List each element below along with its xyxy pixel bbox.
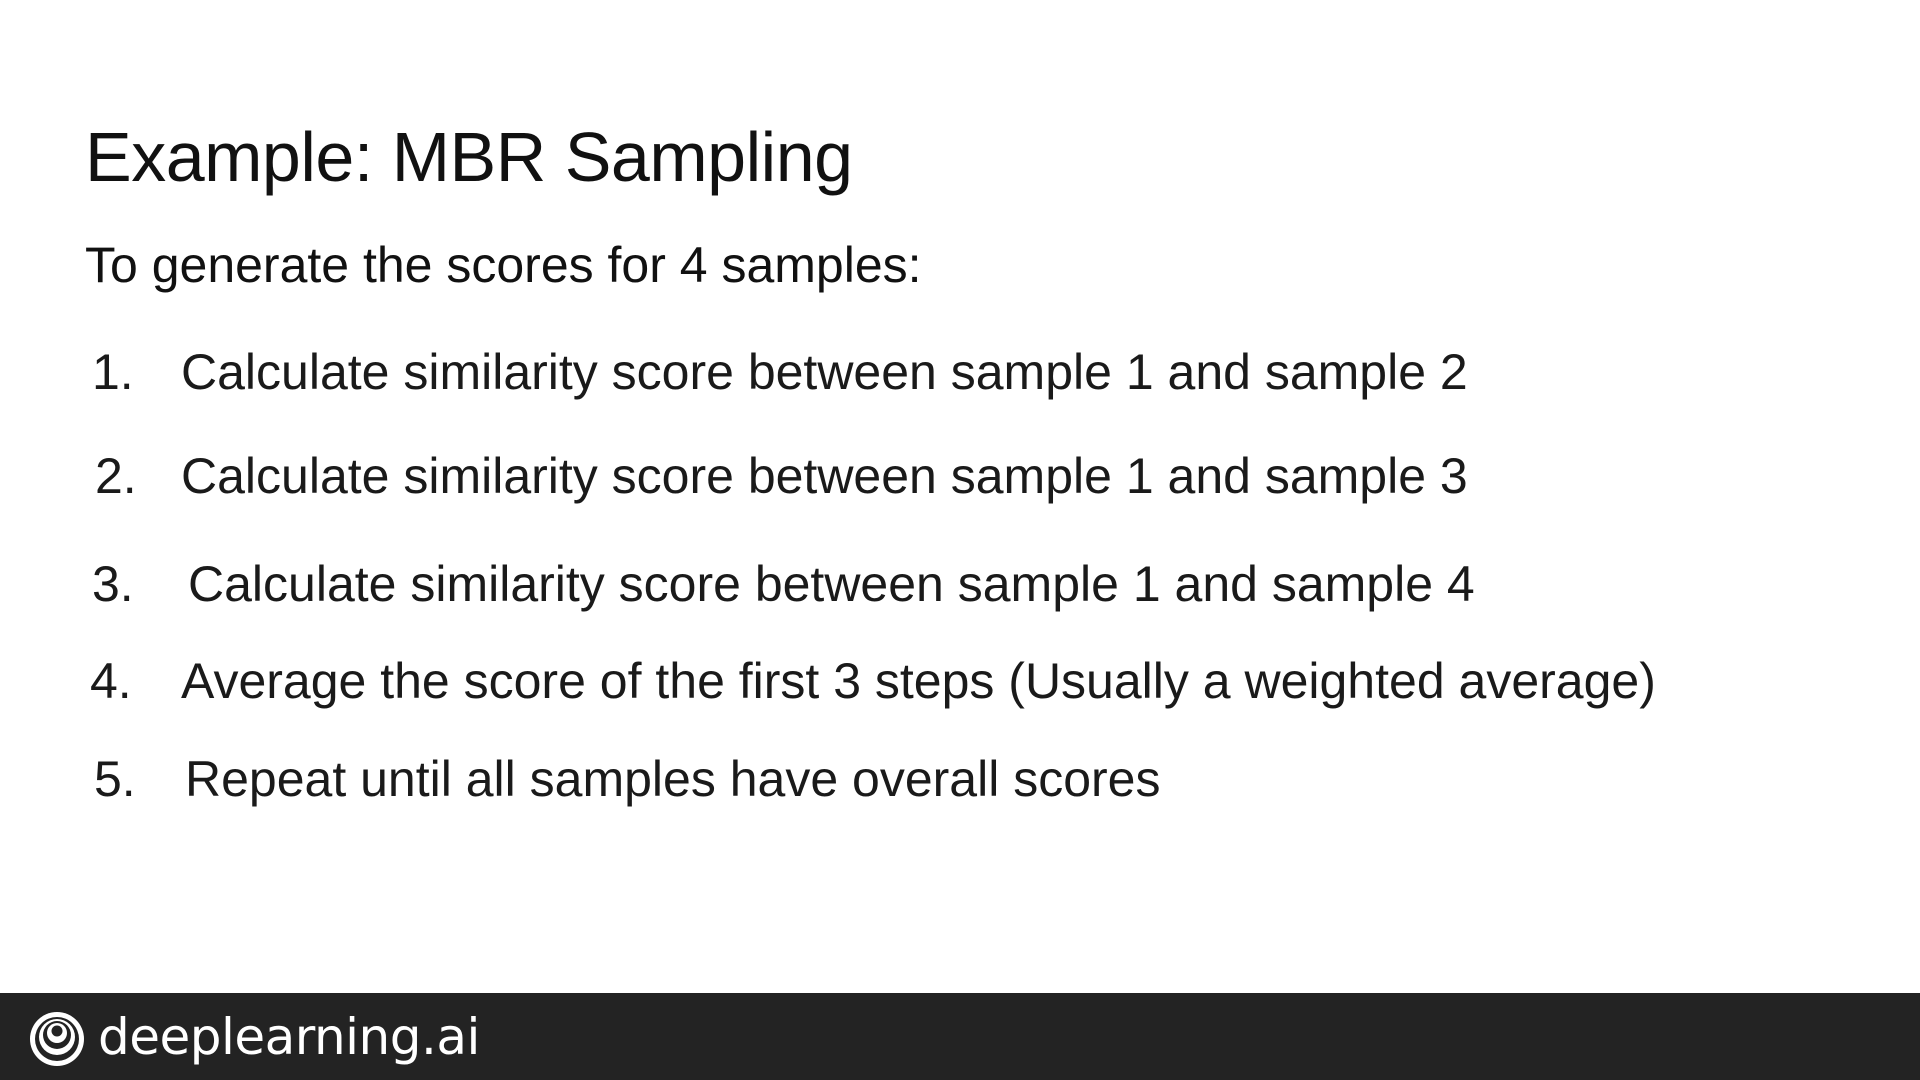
brand-name: deeplearning.ai xyxy=(98,1008,480,1066)
step-text: Calculate similarity score between sampl… xyxy=(188,556,1475,612)
slide-content: Example: MBR Sampling To generate the sc… xyxy=(85,118,1656,807)
step-text: Calculate similarity score between sampl… xyxy=(181,344,1468,400)
step-number: 1. xyxy=(92,344,134,400)
step-text: Calculate similarity score between sampl… xyxy=(181,448,1468,504)
slide-title: Example: MBR Sampling xyxy=(85,118,853,196)
step-number: 3. xyxy=(92,556,134,612)
step-text: Repeat until all samples have overall sc… xyxy=(185,751,1161,807)
step-number: 2. xyxy=(95,448,137,504)
step-number: 4. xyxy=(90,653,132,709)
brand-footer: deeplearning.ai xyxy=(0,993,1920,1080)
step-number: 5. xyxy=(94,751,136,807)
slide-intro: To generate the scores for 4 samples: xyxy=(85,237,922,293)
step-text: Average the score of the first 3 steps (… xyxy=(181,653,1656,709)
deeplearning-logo-icon xyxy=(30,1012,84,1066)
